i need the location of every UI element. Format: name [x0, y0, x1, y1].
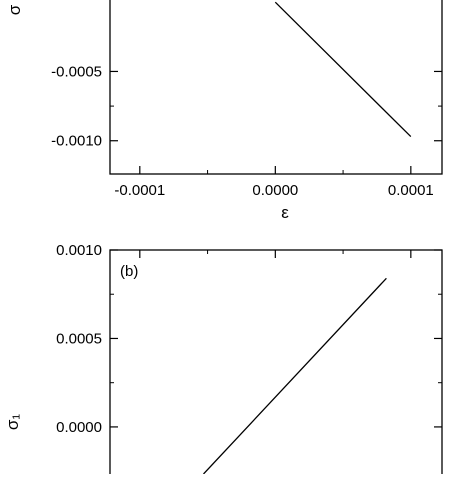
panel-b-series-line — [203, 277, 387, 475]
panel-b-y-tick-label: 0.0000 — [56, 419, 102, 436]
panel-a-ticks: -0.0001 0.0000 0.0001 -0.0005 -0.0010 — [51, 63, 442, 199]
panel-a-frame — [109, 0, 443, 175]
panel-b-ticks: 0.0010 0.0005 0.0000 — [56, 242, 442, 436]
panel-a-y-axis-label: σ — [5, 4, 24, 15]
panel-b: 0.0010 0.0005 0.0000 (b) σ₁ — [3, 242, 443, 479]
panel-a-x-tick-label: -0.0001 — [114, 182, 165, 199]
panel-b-y-tick-label: 0.0005 — [56, 330, 102, 347]
panel-a-y-tick-label: -0.0005 — [51, 63, 102, 80]
panel-a: -0.0001 0.0000 0.0001 -0.0005 -0.0010 ε σ — [5, 0, 443, 222]
panel-b-y-axis-label: σ₁ — [3, 414, 22, 430]
panel-a-series — [274, 1, 412, 138]
panel-b-y-tick-label: 0.0010 — [56, 242, 102, 259]
panel-a-x-axis-label: ε — [281, 203, 289, 222]
panel-a-y-tick-label: -0.0010 — [51, 133, 102, 150]
panel-a-x-tick-label: 0.0000 — [252, 182, 298, 199]
panel-b-frame — [109, 249, 443, 479]
panel-a-x-tick-label: 0.0001 — [388, 182, 434, 199]
panel-a-series-line — [274, 1, 412, 138]
panel-b-label: (b) — [120, 263, 138, 280]
panel-b-series — [203, 277, 387, 475]
